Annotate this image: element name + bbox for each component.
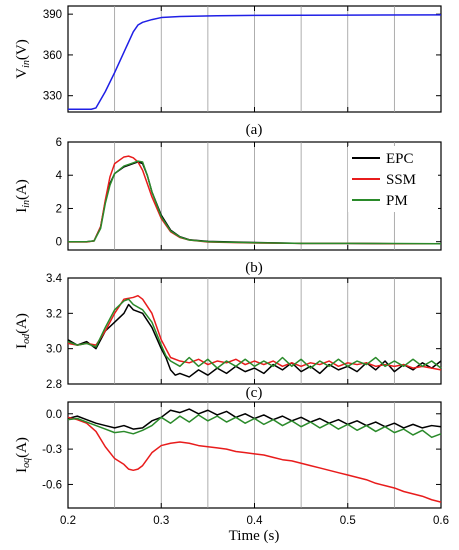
x-tick-label: 0.3	[153, 515, 169, 527]
panel-b: 0 2 4 6 Iin(A) (b) EPC SSM PM	[14, 137, 442, 276]
panel-a: 330 360 390 Vin(V) (a)	[14, 5, 442, 138]
panel-c-series-epc-line	[67, 303, 442, 378]
panel-b-y-tick-label: 2	[56, 203, 62, 215]
panel-d-series-pm-line	[67, 414, 442, 439]
panel-d-series-ssm-line	[67, 416, 442, 503]
panel-a-y-tick-label: 360	[43, 50, 62, 62]
panel-d-y-tick-labels: 0.0 -0.3 -0.6	[42, 409, 62, 492]
panel-a-ticks	[67, 6, 442, 112]
panel-b-y-tick-label: 6	[56, 137, 62, 149]
x-tick-label: 0.4	[247, 515, 264, 527]
panel-d-y-axis-title: Ioq(A)	[14, 437, 32, 473]
panel-c-y-tick-label: 3.0	[46, 344, 62, 356]
panel-a-y-axis-title: Vin(V)	[14, 39, 32, 78]
panel-d-y-tick-label: -0.6	[42, 479, 62, 491]
panel-b-series-pm-line	[68, 160, 442, 245]
panel-c-ticks	[67, 277, 442, 385]
legend-label-ssm: SSM	[386, 172, 416, 188]
x-tick-label: 0.2	[60, 515, 76, 527]
panel-a-y-tick-label: 390	[43, 9, 62, 21]
panel-b-y-tick-labels: 0 2 4 6	[56, 137, 63, 249]
panel-b-label: (b)	[245, 260, 263, 276]
panel-a-grid	[114, 6, 395, 112]
panel-c-series	[67, 294, 442, 378]
panel-c: 2.8 3.0 3.2 3.4 Iod(A) (c)	[14, 273, 442, 401]
panel-a-label: (a)	[246, 122, 263, 138]
panel-d-grid	[114, 402, 395, 508]
panel-b-y-tick-label: 4	[56, 170, 63, 182]
x-tick-label: 0.5	[340, 515, 356, 527]
panel-d: 0.0 -0.3 -0.6 0.2 0.3 0.4 0.5 0.6 Ioq(A) Time …	[14, 401, 449, 544]
panel-a-series	[68, 14, 442, 111]
panel-d-x-tick-labels: 0.2 0.3 0.4 0.5 0.6	[60, 515, 449, 527]
x-tick-label: 0.6	[433, 515, 449, 527]
panel-d-y-tick-label: 0.0	[46, 409, 62, 421]
panel-b-y-tick-label: 0	[56, 237, 62, 249]
panel-b-series	[68, 155, 442, 245]
legend-label-epc: EPC	[386, 151, 414, 167]
panel-d-y-tick-label: -0.3	[42, 444, 62, 456]
x-axis-title: Time (s)	[229, 528, 280, 544]
panel-c-series-pm-line	[67, 298, 442, 369]
panel-a-y-tick-label: 330	[43, 91, 62, 103]
legend: EPC SSM PM	[348, 146, 438, 212]
panel-c-series-ssm-line	[67, 294, 442, 371]
panel-c-y-tick-label: 2.8	[46, 379, 62, 391]
panel-c-label: (c)	[246, 385, 263, 401]
legend-label-pm: PM	[386, 193, 408, 209]
panel-c-y-axis-title: Iod(A)	[14, 313, 32, 349]
panel-c-y-tick-label: 3.2	[46, 308, 62, 320]
panel-d-series	[67, 408, 442, 503]
panel-d-ticks	[67, 402, 442, 508]
panel-b-y-axis-title: Iin(A)	[14, 179, 32, 213]
panel-b-grid	[114, 142, 395, 250]
panel-a-series-epc-line	[68, 14, 442, 111]
panel-c-y-tick-labels: 2.8 3.0 3.2 3.4	[46, 273, 63, 391]
panel-a-y-tick-labels: 330 360 390	[43, 9, 62, 103]
panel-c-y-tick-label: 3.4	[46, 273, 63, 285]
